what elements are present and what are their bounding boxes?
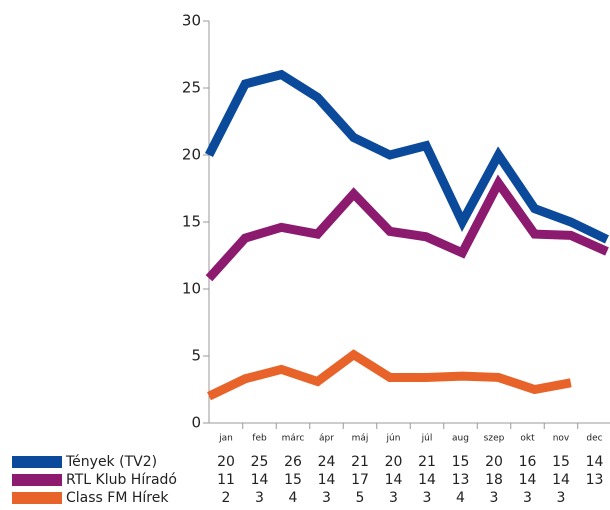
table-cell: 3: [389, 490, 398, 506]
table-cell: 18: [485, 472, 503, 488]
x-tick-label: feb: [252, 434, 267, 444]
table-cell: 5: [356, 490, 365, 506]
table-cell: 14: [318, 472, 336, 488]
legend-swatch: [12, 492, 62, 504]
table-cell: 4: [456, 490, 465, 506]
x-tick-label: máj: [352, 434, 369, 444]
y-tick-label: 20: [182, 146, 201, 164]
x-tick-label: ápr: [319, 434, 334, 444]
table-cell: 21: [418, 454, 436, 470]
table-cell: 14: [385, 472, 403, 488]
table-cell: 3: [557, 490, 566, 506]
table-cell: 14: [552, 472, 570, 488]
table-cell: 20: [217, 454, 235, 470]
table-cell: 3: [490, 490, 499, 506]
table-cell: 15: [284, 472, 302, 488]
table-cell: 13: [452, 472, 470, 488]
series-line: [205, 174, 609, 282]
x-tick-label: márc: [282, 434, 305, 444]
table-cell: 11: [217, 472, 235, 488]
table-cell: 4: [289, 490, 298, 506]
legend-label: Tények (TV2): [65, 454, 157, 470]
series-line: [207, 349, 572, 401]
table-cell: 14: [519, 472, 537, 488]
table-cell: 14: [418, 472, 436, 488]
legend-swatch: [12, 456, 62, 468]
x-tick-label: júl: [421, 434, 433, 444]
table-cell: 20: [385, 454, 403, 470]
x-tick-label: jan: [218, 434, 233, 444]
y-tick-label: 30: [182, 12, 201, 30]
table-cell: 2: [222, 490, 231, 506]
x-tick-label: nov: [553, 434, 570, 444]
table-cell: 25: [251, 454, 269, 470]
x-tick-label: aug: [452, 434, 469, 444]
y-tick-label: 0: [191, 414, 201, 432]
table-cell: 3: [523, 490, 532, 506]
table-cell: 14: [251, 472, 269, 488]
legend-swatch: [12, 474, 62, 486]
table-cell: 15: [552, 454, 570, 470]
legend-label: Class FM Hírek: [66, 490, 169, 506]
table-cell: 14: [586, 454, 604, 470]
table-cell: 20: [485, 454, 503, 470]
table-cell: 16: [519, 454, 537, 470]
table-cell: 3: [423, 490, 432, 506]
x-tick-label: szep: [484, 434, 505, 444]
table-cell: 3: [322, 490, 331, 506]
table-cell: 24: [318, 454, 336, 470]
table-cell: 15: [452, 454, 470, 470]
y-tick-label: 15: [182, 213, 201, 231]
table-cell: 26: [284, 454, 302, 470]
series-line: [204, 69, 609, 244]
y-tick-label: 25: [182, 79, 201, 97]
y-tick-label: 5: [191, 347, 201, 365]
table-cell: 3: [255, 490, 264, 506]
x-tick-label: jún: [386, 434, 401, 444]
table-cell: 13: [586, 472, 604, 488]
x-tick-label: okt: [520, 434, 535, 444]
table-cell: 21: [351, 454, 369, 470]
y-tick-label: 10: [182, 280, 201, 298]
x-tick-label: dec: [586, 434, 602, 444]
table-cell: 17: [351, 472, 369, 488]
legend-label: RTL Klub Híradó: [66, 472, 177, 488]
